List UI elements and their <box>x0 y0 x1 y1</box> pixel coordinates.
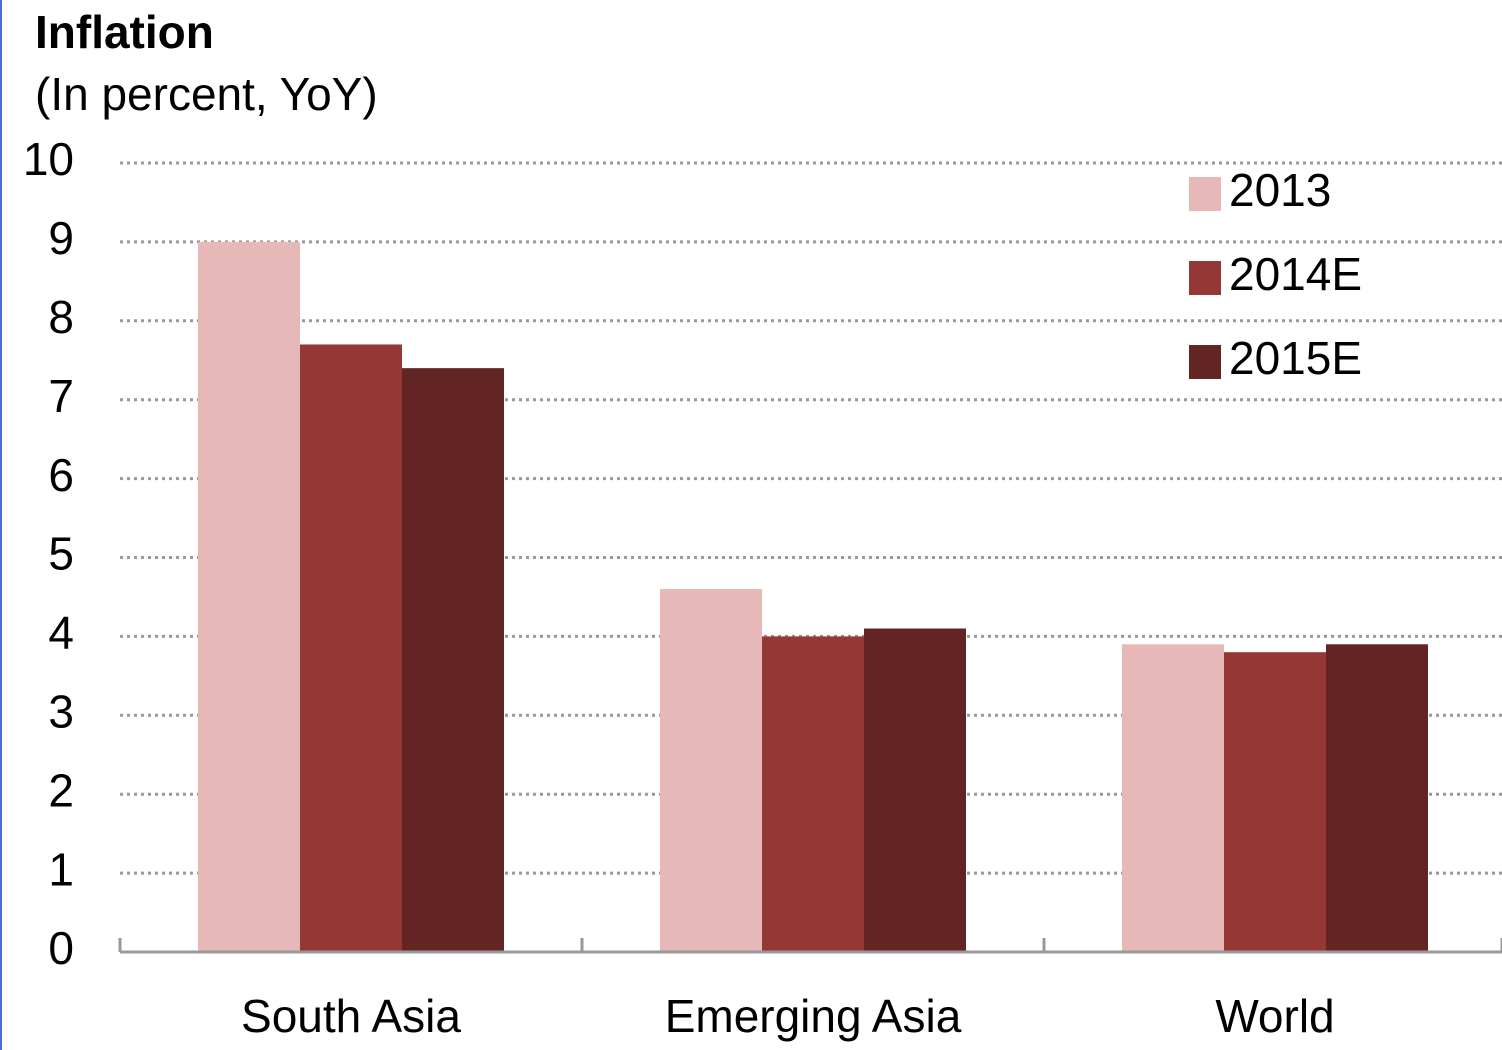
chart-title: Inflation <box>35 6 214 58</box>
chart-subtitle: (In percent, YoY) <box>35 68 378 120</box>
y-tick-label: 0 <box>48 922 74 974</box>
x-tick-label: South Asia <box>241 990 461 1042</box>
bar <box>402 368 504 952</box>
bar <box>864 628 966 952</box>
x-tick-label: Emerging Asia <box>665 990 962 1042</box>
y-tick-label: 8 <box>48 291 74 343</box>
y-tick-label: 9 <box>48 212 74 264</box>
y-tick-label: 6 <box>48 449 74 501</box>
bar <box>1224 652 1326 952</box>
bar <box>1122 644 1224 952</box>
legend-label: 2014E <box>1229 248 1362 300</box>
legend-label: 2015E <box>1229 332 1362 384</box>
bar <box>1326 644 1428 952</box>
y-tick-label: 3 <box>48 685 74 737</box>
y-tick-label: 10 <box>23 133 74 185</box>
bar <box>762 636 864 952</box>
y-tick-label: 4 <box>48 607 74 659</box>
legend-swatch <box>1189 177 1221 211</box>
y-tick-label: 5 <box>48 528 74 580</box>
legend-label: 2013 <box>1229 164 1331 216</box>
y-tick-label: 1 <box>48 843 74 895</box>
legend-swatch <box>1189 261 1221 295</box>
y-tick-label: 2 <box>48 764 74 816</box>
bar <box>660 589 762 952</box>
y-tick-label: 7 <box>48 370 74 422</box>
bar <box>300 344 402 953</box>
x-tick-label: World <box>1215 990 1334 1042</box>
legend-swatch <box>1189 345 1221 379</box>
bar <box>198 241 300 952</box>
